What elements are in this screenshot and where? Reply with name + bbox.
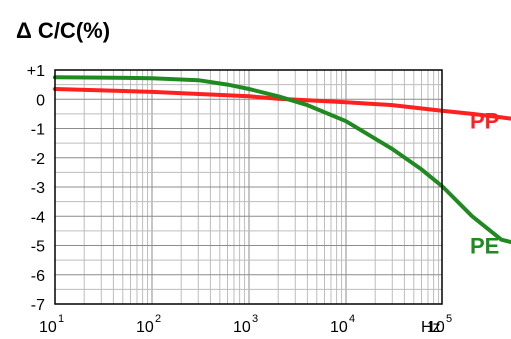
- y-tick-label: -2: [31, 151, 45, 168]
- x-tick-label: 10 2: [136, 313, 161, 336]
- x-tick-exponent: 5: [446, 313, 452, 325]
- y-tick-label: -3: [31, 180, 45, 197]
- x-tick-base: 10: [233, 319, 251, 336]
- x-tick-labels: 10 1 10 2 10 3 10 4 10 5: [39, 313, 452, 336]
- series-label-pp: PP: [470, 108, 499, 133]
- x-tick-label: 10 5: [427, 313, 452, 336]
- x-tick-exponent: 3: [252, 313, 258, 325]
- y-tick-label: +1: [27, 63, 45, 80]
- plot-frame: [54, 69, 443, 305]
- y-tick-label: -1: [31, 122, 45, 139]
- x-tick-label: 10 4: [330, 313, 355, 336]
- series-line-pp: [53, 87, 511, 121]
- series-label-pe: PE: [470, 234, 499, 259]
- x-tick-label: 10 3: [233, 313, 258, 336]
- x-tick-base: 10: [427, 319, 445, 336]
- y-tick-label: 0: [36, 92, 45, 109]
- grid: [55, 70, 442, 304]
- x-unit-label: Hz: [421, 319, 441, 336]
- series-labels: PP PE: [470, 108, 499, 258]
- x-tick-exponent: 2: [155, 313, 161, 325]
- y-tick-label: -4: [31, 209, 45, 226]
- y-tick-label: -5: [31, 239, 45, 256]
- x-tick-base: 10: [136, 319, 154, 336]
- x-tick-base: 10: [39, 319, 57, 336]
- x-tick-base: 10: [330, 319, 348, 336]
- x-tick-exponent: 4: [349, 313, 355, 325]
- x-tick-exponent: 1: [58, 313, 64, 325]
- chart-title: Δ C/C(%): [16, 18, 110, 43]
- y-tick-label: -7: [31, 297, 45, 314]
- x-tick-label: 10 1: [39, 313, 64, 336]
- series-line-pe: [53, 75, 511, 245]
- y-tick-labels: +1 0 -1 -2 -3 -4 -5 -6 -7: [27, 63, 45, 314]
- series-lines: [53, 75, 511, 245]
- y-tick-label: -6: [31, 268, 45, 285]
